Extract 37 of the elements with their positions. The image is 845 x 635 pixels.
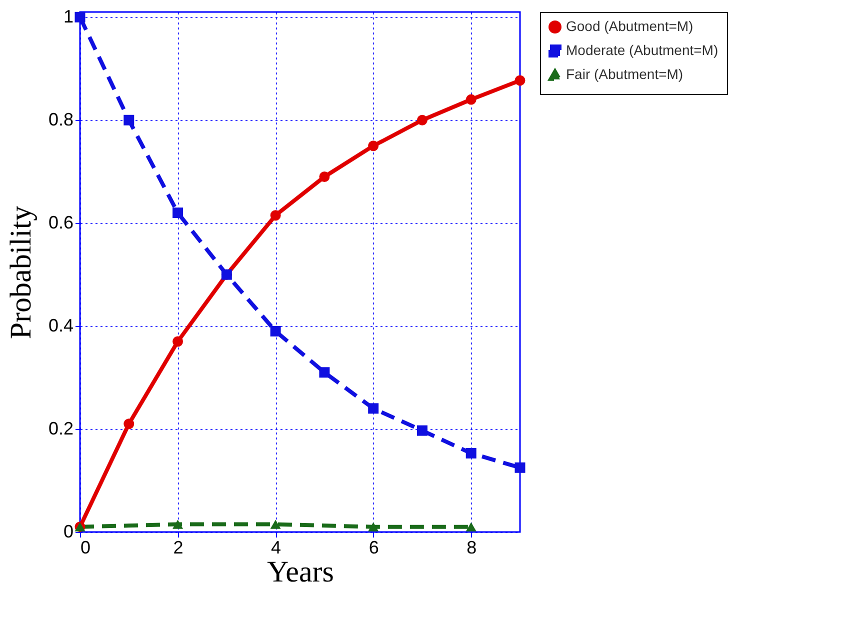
point (124, 418, 134, 430)
point (74, 12, 86, 22)
point (416, 425, 428, 436)
point (270, 520, 281, 529)
y-tick-label: 0.6 (48, 212, 74, 233)
legend-label: Good (Abutment=M) (566, 18, 694, 34)
point (514, 462, 526, 473)
point (368, 140, 379, 152)
y-tick-label: 0.4 (48, 316, 74, 336)
point (172, 520, 184, 529)
y-axis-title: Probability (4, 206, 38, 340)
legend-label: Fair (Abutment=M) (566, 66, 684, 82)
x-tick-label: 4 (271, 538, 282, 558)
legend-label: Moderate (Abutment=M) (566, 42, 718, 58)
y-tick-label: 0.8 (48, 110, 74, 130)
point (466, 94, 476, 105)
point (270, 210, 281, 221)
point (319, 172, 330, 182)
point (172, 208, 184, 218)
x-tick-label: 2 (173, 538, 184, 558)
y-tick-label: 0 (63, 522, 74, 542)
point (466, 522, 476, 532)
point (416, 114, 428, 126)
point (124, 114, 134, 126)
x-tick-label: 6 (368, 538, 379, 558)
point (270, 326, 281, 336)
point (172, 336, 184, 347)
x-tick-label: 8 (466, 538, 477, 558)
y-tick-label: 0.2 (48, 418, 74, 439)
point (514, 75, 526, 86)
x-axis-title: Years (267, 556, 334, 588)
point (368, 522, 379, 532)
y-tick-label: 1 (63, 6, 74, 27)
point (368, 403, 379, 414)
point (466, 448, 476, 458)
x-tick-label: 0 (80, 538, 91, 558)
point (319, 367, 330, 378)
